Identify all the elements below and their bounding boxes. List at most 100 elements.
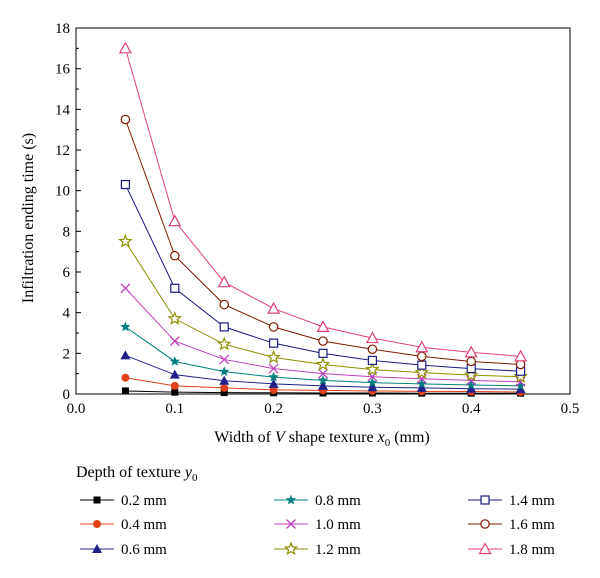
data-point bbox=[318, 368, 328, 379]
series-layer bbox=[118, 41, 528, 397]
data-point bbox=[515, 359, 526, 370]
data-point bbox=[417, 360, 427, 370]
series-1p2mm bbox=[118, 233, 528, 383]
data-point bbox=[118, 233, 133, 248]
legend-label: 1.2 mm bbox=[315, 542, 361, 558]
data-point bbox=[120, 179, 131, 190]
data-point bbox=[466, 383, 477, 393]
legend-label: 0.6 mm bbox=[121, 542, 167, 558]
legend-label: 0.2 mm bbox=[121, 493, 167, 509]
data-point bbox=[318, 380, 328, 390]
data-point bbox=[367, 382, 378, 392]
legend-marker bbox=[286, 519, 296, 529]
data-point bbox=[219, 375, 230, 385]
data-point bbox=[316, 320, 330, 332]
data-point bbox=[168, 214, 182, 227]
data-point bbox=[219, 322, 229, 332]
data-point bbox=[365, 331, 379, 344]
legend-marker bbox=[93, 520, 101, 528]
data-point bbox=[268, 363, 279, 374]
x-tick-label: 0.2 bbox=[264, 401, 283, 417]
series-0p6mm bbox=[120, 350, 526, 394]
y-tick-label: 8 bbox=[63, 224, 71, 240]
legend-marker bbox=[480, 519, 490, 529]
data-point bbox=[170, 283, 180, 293]
legend-marker bbox=[480, 495, 490, 505]
data-point bbox=[170, 381, 179, 390]
data-point bbox=[414, 365, 430, 379]
data-point bbox=[317, 374, 329, 385]
legend-label: 1.8 mm bbox=[509, 542, 555, 558]
series-1p0mm bbox=[120, 283, 526, 387]
data-point bbox=[171, 388, 179, 396]
y-tick-label: 16 bbox=[55, 62, 71, 78]
legend-item-1p2mm: 1.2 mm bbox=[274, 541, 361, 558]
data-point bbox=[120, 321, 131, 332]
data-point bbox=[121, 387, 129, 395]
data-point bbox=[318, 336, 328, 346]
data-point bbox=[118, 41, 132, 54]
legend-item-0p2mm: 0.2 mm bbox=[80, 493, 167, 509]
legend-item-1p6mm: 1.6 mm bbox=[468, 517, 555, 533]
data-point bbox=[169, 355, 181, 366]
legend-item-1p8mm: 1.8 mm bbox=[468, 542, 555, 558]
data-point bbox=[121, 373, 130, 382]
data-point bbox=[167, 311, 183, 325]
legend-marker bbox=[93, 496, 101, 504]
x-tick-label: 0.4 bbox=[462, 401, 481, 417]
x-tick-label: 0.3 bbox=[363, 401, 382, 417]
legend-marker bbox=[478, 542, 492, 555]
legend: 0.2 mm 0.4 mm 0.6 mm 0.8 mm 1.0 mm 1.2 mm 1.4 … bbox=[80, 493, 555, 558]
data-point bbox=[367, 344, 378, 355]
y-tick-label: 18 bbox=[55, 21, 70, 37]
data-point bbox=[416, 382, 427, 392]
legend-label: 0.4 mm bbox=[121, 517, 167, 533]
data-point bbox=[266, 349, 281, 364]
data-point bbox=[268, 371, 279, 382]
legend-item-0p4mm: 0.4 mm bbox=[80, 517, 167, 533]
data-point bbox=[416, 351, 427, 362]
data-point bbox=[120, 350, 131, 360]
data-point bbox=[120, 283, 131, 294]
data-point bbox=[269, 338, 279, 348]
series-0p8mm bbox=[120, 321, 526, 391]
data-point bbox=[365, 361, 380, 376]
data-point bbox=[219, 299, 229, 310]
data-point bbox=[464, 345, 478, 358]
data-point bbox=[220, 383, 229, 392]
legend-marker bbox=[92, 544, 102, 553]
series-1p8mm bbox=[118, 41, 528, 362]
legend-label: 1.6 mm bbox=[509, 517, 555, 533]
data-point bbox=[267, 301, 281, 314]
y-tick-label: 12 bbox=[55, 143, 70, 159]
data-point bbox=[169, 336, 180, 347]
y-tick-label: 6 bbox=[63, 265, 71, 281]
data-point bbox=[217, 275, 231, 288]
legend-item-1p0mm: 1.0 mm bbox=[274, 517, 361, 533]
x-tick-label: 0.1 bbox=[165, 401, 184, 417]
y-tick-label: 10 bbox=[55, 184, 70, 200]
data-point bbox=[318, 348, 328, 358]
series-line bbox=[124, 48, 521, 357]
x-axis-title: Width of V shape texture x0 (mm) bbox=[214, 429, 429, 449]
data-point bbox=[514, 349, 528, 362]
y-axis-title: Infiltration ending time (s) bbox=[20, 133, 37, 303]
data-point bbox=[515, 380, 526, 391]
data-point bbox=[269, 385, 278, 394]
x-tick-label: 0.5 bbox=[561, 401, 580, 417]
legend-label: 1.4 mm bbox=[509, 493, 555, 509]
data-point bbox=[268, 322, 279, 332]
data-point bbox=[367, 377, 378, 388]
legend-label: 1.0 mm bbox=[315, 517, 361, 533]
data-point bbox=[218, 366, 230, 377]
data-point bbox=[367, 355, 377, 366]
data-point bbox=[268, 378, 279, 388]
data-point bbox=[216, 336, 232, 351]
data-point bbox=[169, 369, 180, 379]
data-point bbox=[515, 384, 526, 394]
y-tick-label: 0 bbox=[63, 387, 71, 403]
legend-label: 0.8 mm bbox=[315, 493, 361, 509]
legend-item-0p6mm: 0.6 mm bbox=[80, 542, 167, 558]
data-point bbox=[120, 114, 131, 125]
